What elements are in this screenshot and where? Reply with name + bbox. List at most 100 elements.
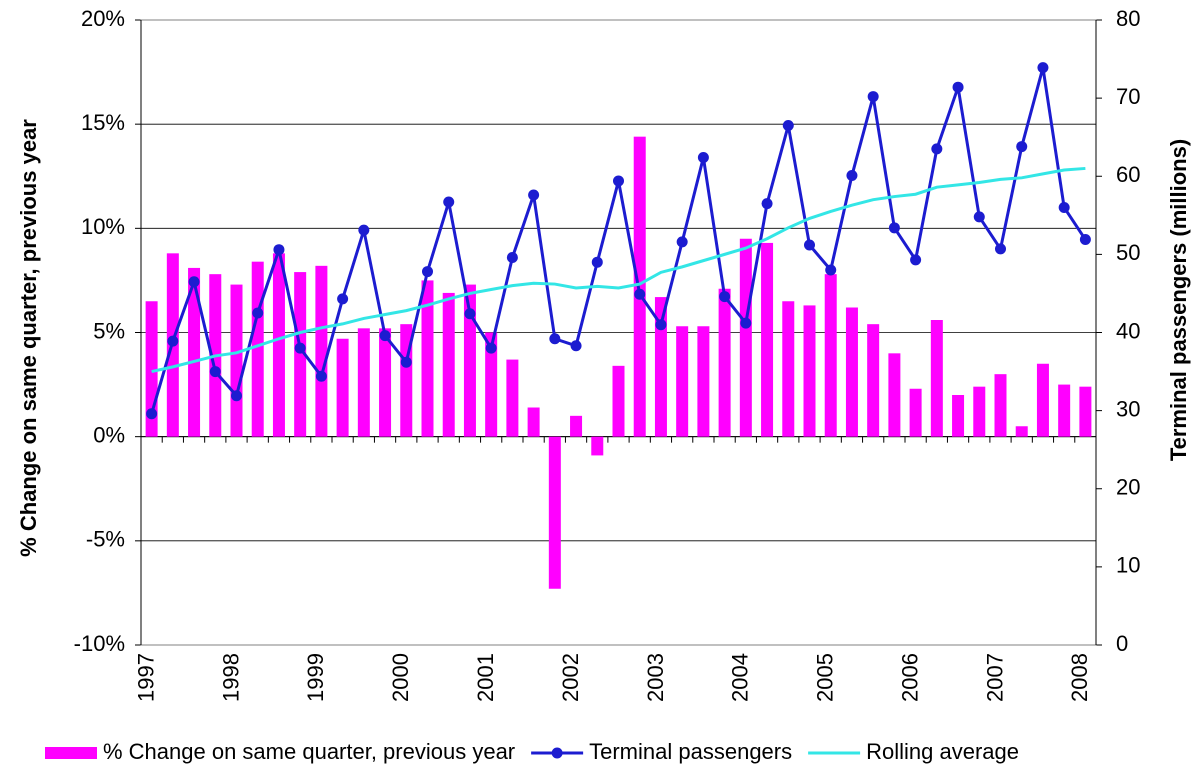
marker xyxy=(379,330,391,342)
bar xyxy=(952,395,965,437)
bar xyxy=(612,365,625,437)
bar xyxy=(1015,426,1028,437)
x-tick-label: 1998 xyxy=(218,653,243,702)
y2-tick-label: 30 xyxy=(1116,396,1140,421)
bar xyxy=(782,301,795,437)
bar xyxy=(251,261,264,437)
bar xyxy=(315,265,328,437)
y2-tick-label: 40 xyxy=(1116,318,1140,343)
marker xyxy=(931,143,943,155)
y-axis-title: % Change on same quarter, previous year xyxy=(16,119,41,557)
marker xyxy=(400,356,412,368)
y-tick-label: 0% xyxy=(93,422,125,447)
marker xyxy=(506,252,518,263)
x-tick-label: 1999 xyxy=(303,653,328,702)
marker xyxy=(782,119,794,131)
bar xyxy=(1079,386,1092,437)
marker xyxy=(358,224,370,236)
y-tick-label: 15% xyxy=(81,110,125,135)
bar xyxy=(697,326,710,437)
marker xyxy=(337,293,349,305)
marker xyxy=(634,288,646,300)
marker xyxy=(188,276,200,288)
y-tick-label: 20% xyxy=(81,6,125,31)
bar xyxy=(591,436,604,456)
bar xyxy=(357,328,370,437)
marker xyxy=(888,222,900,234)
x-tick-label: 1997 xyxy=(133,653,158,702)
line xyxy=(150,67,1087,415)
bar xyxy=(867,324,880,437)
legend-label: % Change on same quarter, previous year xyxy=(103,739,515,764)
bar xyxy=(548,436,561,589)
legend-marker xyxy=(551,747,563,759)
x-tick-label: 2006 xyxy=(897,653,922,702)
marker xyxy=(549,333,561,345)
marker xyxy=(719,291,731,303)
marker xyxy=(315,370,327,382)
bar xyxy=(739,238,752,437)
y2-tick-label: 10 xyxy=(1116,553,1140,578)
marker xyxy=(167,335,179,347)
bar xyxy=(761,242,774,437)
y-tick-label: -10% xyxy=(74,631,125,656)
y2-axis-title: Terminal passengers (millions) xyxy=(1166,139,1191,461)
y2-tick-label: 20 xyxy=(1116,475,1140,500)
y-tick-label: 5% xyxy=(93,318,125,343)
bar xyxy=(506,359,519,437)
marker xyxy=(1016,141,1028,153)
legend-label: Rolling average xyxy=(866,739,1019,764)
bar xyxy=(188,267,201,437)
bar xyxy=(294,272,307,437)
bar xyxy=(888,353,901,437)
marker xyxy=(655,319,667,331)
bar xyxy=(527,407,540,437)
line xyxy=(151,166,1086,374)
marker xyxy=(995,243,1006,255)
bar xyxy=(463,284,476,437)
y2-tick-label: 0 xyxy=(1116,631,1128,656)
marker xyxy=(740,317,752,329)
marker xyxy=(570,340,582,352)
marker xyxy=(252,307,264,319)
marker xyxy=(1079,234,1091,246)
bar xyxy=(909,388,922,437)
bar xyxy=(336,338,349,437)
bar xyxy=(379,328,392,437)
marker xyxy=(591,256,603,268)
y2-tick-label: 50 xyxy=(1116,240,1140,265)
marker xyxy=(443,196,455,208)
marker xyxy=(804,239,815,251)
bar xyxy=(485,332,498,437)
bar xyxy=(718,288,731,437)
bar xyxy=(803,305,816,437)
bar xyxy=(973,386,986,437)
bar xyxy=(676,326,689,437)
marker xyxy=(422,266,433,278)
marker xyxy=(825,264,837,276)
bar xyxy=(1036,363,1049,437)
x-tick-label: 2003 xyxy=(643,653,668,702)
marker xyxy=(294,342,306,354)
bar xyxy=(654,297,667,437)
marker xyxy=(613,175,624,187)
x-tick-label: 2001 xyxy=(473,653,498,702)
marker xyxy=(1058,202,1070,213)
legend-label: Terminal passengers xyxy=(589,739,792,764)
bar xyxy=(570,415,583,437)
bar xyxy=(994,374,1007,437)
x-tick-label: 2005 xyxy=(813,653,838,702)
marker xyxy=(761,198,773,210)
marker xyxy=(867,91,879,103)
bar xyxy=(230,284,243,437)
bar xyxy=(421,280,434,437)
marker xyxy=(952,81,964,93)
bar xyxy=(824,274,837,437)
bar xyxy=(272,253,285,437)
marker xyxy=(209,366,221,378)
marker xyxy=(1037,62,1049,74)
marker xyxy=(910,254,922,266)
bar xyxy=(930,320,943,437)
x-tick-label: 2000 xyxy=(388,653,413,702)
